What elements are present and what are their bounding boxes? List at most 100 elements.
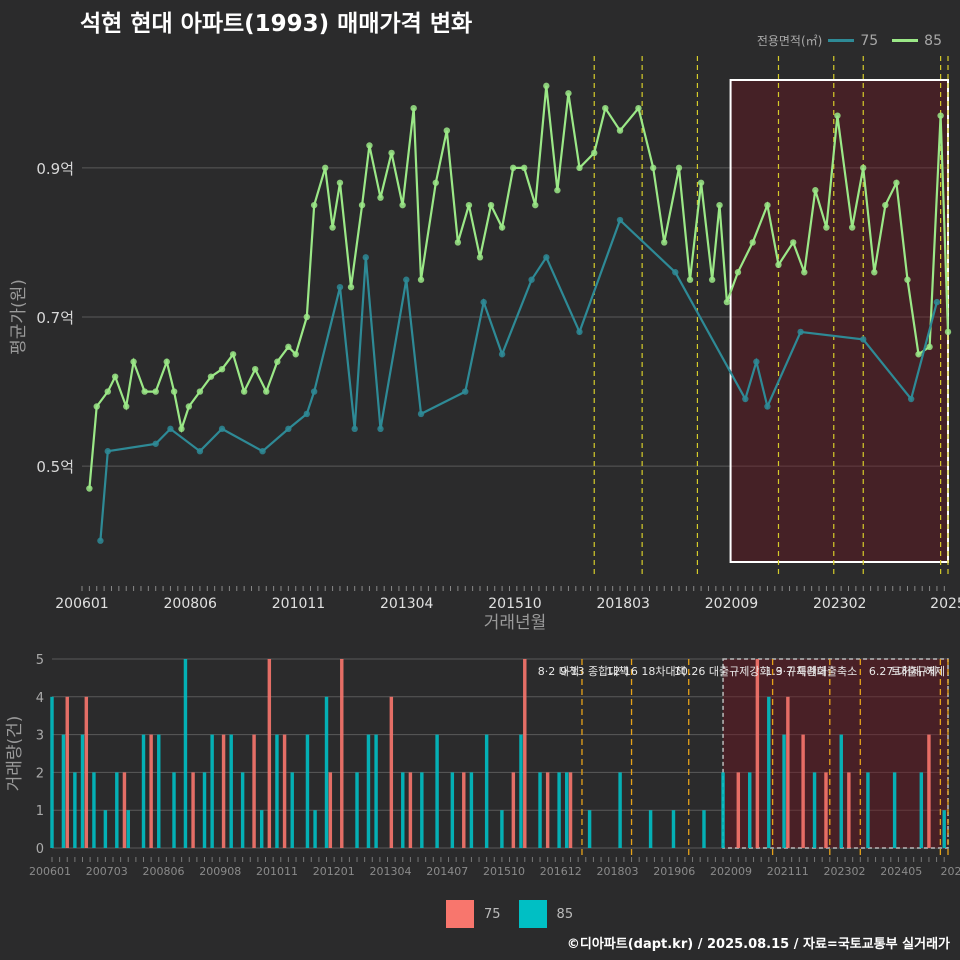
bar-85 [157, 734, 161, 848]
legend-label-85: 85 [924, 32, 942, 49]
y-tick-label: 0.9억 [36, 160, 74, 178]
bar-85 [401, 772, 405, 848]
bar-y-tick-label: 5 [36, 653, 44, 668]
bar-x-tick-label: 200703 [86, 865, 128, 878]
bar-85 [324, 696, 329, 848]
data-point-85 [123, 403, 130, 410]
bar-85 [519, 734, 523, 848]
bar-75 [927, 734, 931, 848]
data-point-85 [498, 224, 506, 231]
bar-75 [736, 772, 741, 848]
bar-x-tick-label: 201612 [540, 865, 582, 878]
data-point-85 [336, 179, 344, 186]
bar-85 [210, 734, 214, 848]
data-point-75 [672, 269, 679, 276]
data-point-75 [218, 425, 226, 433]
data-point-75 [616, 216, 624, 224]
data-point-75 [742, 395, 749, 403]
bar-85 [202, 772, 207, 848]
data-point-85 [812, 187, 819, 194]
data-point-85 [649, 164, 657, 172]
bar-85 [259, 810, 264, 848]
bar-85 [420, 772, 424, 848]
y-tick-label: 0.5억 [36, 458, 74, 476]
data-point-85 [178, 425, 185, 433]
data-point-75 [152, 440, 159, 447]
x-tick-label: 200601 [55, 596, 108, 612]
data-point-85 [871, 269, 878, 276]
bar-75 [824, 772, 828, 848]
data-point-85 [834, 112, 841, 119]
bar-85 [172, 772, 176, 848]
data-point-85 [823, 224, 830, 231]
data-point-85 [543, 82, 550, 90]
data-point-75 [377, 425, 384, 433]
legend-top-title: 전용면적(㎡) [756, 34, 823, 48]
bar-85 [721, 772, 725, 848]
bar-75 [847, 772, 851, 848]
data-point-85 [417, 276, 425, 283]
data-point-85 [263, 388, 270, 395]
bar-highlight-box [722, 658, 949, 849]
y-tick-label: 0.7억 [36, 309, 74, 327]
bar-85 [587, 810, 592, 848]
bar-85 [557, 772, 561, 848]
bar-x-tick-label: 201906 [653, 865, 695, 878]
bar-85 [919, 772, 924, 848]
x-tick-label: 200806 [164, 596, 218, 612]
highlight-period-box [729, 79, 950, 563]
data-point-85 [848, 224, 856, 231]
bar-85 [892, 772, 897, 848]
y-axis-title: 평균가(원) [9, 279, 29, 355]
data-point-85 [218, 366, 226, 373]
data-point-85 [937, 112, 944, 119]
data-point-85 [697, 179, 705, 186]
data-point-75 [403, 276, 410, 283]
data-point-75 [498, 351, 506, 358]
data-point-75 [285, 425, 292, 433]
data-point-85 [229, 351, 237, 358]
bar-75 [462, 772, 466, 848]
bar-75 [408, 772, 413, 848]
bar-75 [282, 734, 287, 848]
x-tick-label: 201803 [597, 596, 650, 612]
legend-label-75: 75 [860, 32, 879, 49]
data-point-85 [185, 403, 193, 410]
bar-x-tick-label: 201803 [597, 865, 639, 878]
data-point-75 [259, 448, 266, 455]
annotation-label: 12·16 18차대책 [606, 665, 685, 678]
data-point-85 [252, 366, 259, 373]
bar-85 [748, 772, 752, 848]
bar-85 [80, 734, 85, 848]
bar-75 [252, 734, 256, 848]
annotation-label: 8·2 대책 [538, 665, 579, 678]
legend-box-85 [518, 900, 547, 928]
data-point-85 [686, 276, 694, 283]
bar-85 [839, 734, 843, 848]
legend-top: 전용면적(㎡) 75 85 [757, 32, 950, 49]
bar-75 [65, 696, 69, 848]
data-point-85 [749, 239, 756, 246]
data-point-85 [170, 388, 178, 395]
data-point-85 [366, 142, 373, 149]
bar-85 [183, 659, 188, 848]
bar-85 [61, 734, 66, 848]
data-point-85 [661, 239, 668, 246]
data-point-85 [377, 194, 384, 201]
data-point-85 [465, 201, 473, 209]
bar-85 [275, 734, 279, 848]
credit-text: ©디아파트(dapt.kr) / 2025.08.15 / 자료=국토교통부 실… [566, 937, 950, 952]
bar-x-tick-label: 202111 [767, 865, 809, 878]
bar-x-tick-label: 201407 [426, 865, 468, 878]
bar-75 [149, 734, 153, 848]
data-point-85 [775, 261, 782, 268]
data-point-85 [790, 239, 797, 246]
legend-bottom-label-85: 85 [556, 906, 574, 922]
data-point-75 [860, 336, 867, 343]
data-point-85 [532, 201, 539, 209]
data-point-85 [509, 164, 517, 172]
annotation-label: 6.27 대출규제 [869, 665, 937, 678]
data-point-75 [417, 410, 425, 418]
data-point-85 [410, 105, 417, 112]
data-point-85 [944, 328, 952, 336]
